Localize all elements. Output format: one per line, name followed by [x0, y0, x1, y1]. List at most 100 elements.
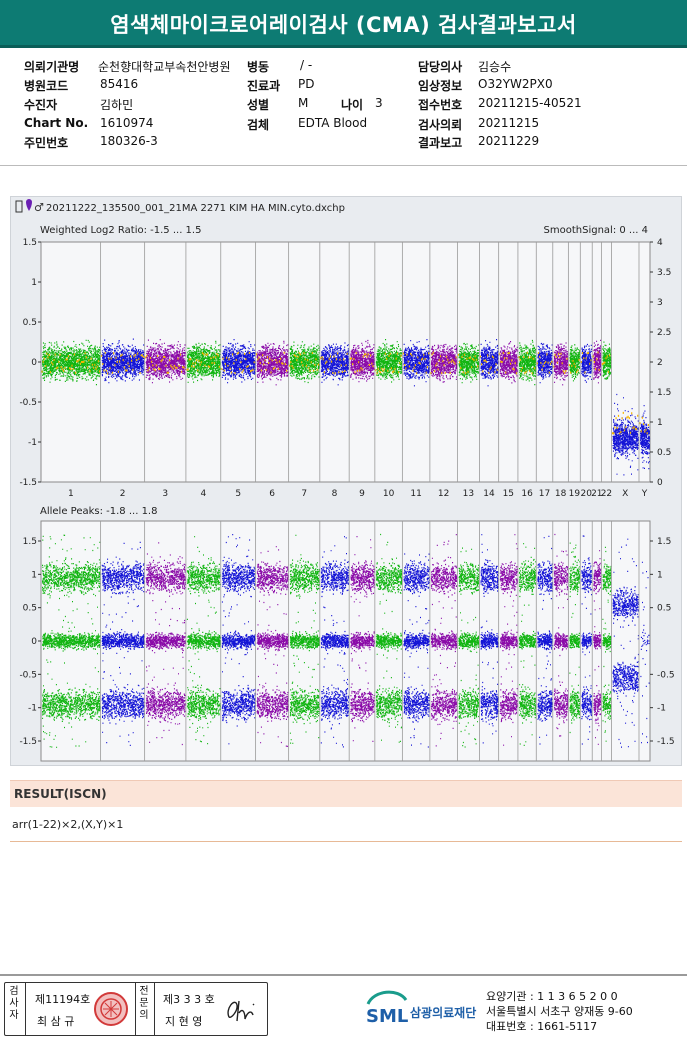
top-right-tick-label: 1.5: [657, 388, 671, 398]
allele-peak-points: [256, 546, 289, 747]
specimen-value: EDTA Blood: [298, 116, 368, 130]
code-value: 85416: [100, 77, 139, 91]
report-value: 20211229: [478, 134, 540, 148]
cma-plot: ♂ 20211222_135500_001_21MA 2271 KIM HA M…: [15, 199, 675, 762]
smooth-signal-line: [186, 352, 220, 372]
ward-value: / -: [300, 58, 313, 72]
allele-peak-points: [593, 550, 602, 745]
smooth-signal-line: [101, 351, 145, 375]
allele-peak-points: [186, 536, 221, 745]
chromosome-label: 20: [581, 489, 593, 499]
age-value: 3: [375, 96, 383, 110]
sex-value: M: [298, 96, 309, 110]
smooth-signal-line: [349, 352, 374, 374]
smooth-signal-line: [536, 352, 553, 374]
info-divider: [0, 165, 687, 166]
log2-ratio-points: [221, 339, 256, 384]
top-right-tick-label: 0: [657, 478, 663, 488]
chromosome-label: 2: [120, 489, 126, 499]
chromosome-label: 21: [591, 489, 602, 499]
result-header: RESULT(ISCN): [10, 780, 682, 807]
allele-peak-points: [612, 538, 640, 748]
hospital-label: 의뢰기관명: [24, 60, 80, 74]
chromosome-label: 6: [269, 489, 275, 499]
log2-ratio-points: [320, 342, 350, 386]
allele-peak-points: [518, 543, 537, 746]
log2-ratio-points: [553, 342, 569, 386]
smooth-signal-line: [639, 416, 649, 435]
allele-peak-points: [289, 534, 320, 744]
bottom-right-tick-label: 1.5: [657, 537, 671, 547]
allele-peak-points: [499, 534, 518, 746]
allele-peak-points: [640, 561, 650, 744]
chromosome-label: 11: [410, 489, 421, 499]
smooth-signal-line: [41, 352, 101, 374]
top-right-tick-label: 4: [657, 238, 663, 248]
org-phone: 대표번호 : 1661-5117: [486, 1020, 598, 1033]
report-header-band: [0, 0, 687, 48]
top-left-tick-label: 1: [31, 278, 37, 288]
chromosome-label: 15: [503, 489, 514, 499]
top-right-tick-label: 3.5: [657, 268, 671, 278]
chart-value: 1610974: [100, 116, 154, 130]
plot-filename: 20211222_135500_001_21MA 2271 KIM HA MIN…: [46, 203, 345, 214]
smooth-signal-line: [611, 411, 639, 435]
sml-logo-text: SML: [366, 1006, 408, 1027]
bottom-left-tick-label: -1.5: [19, 737, 37, 747]
allele-peak-points: [101, 541, 145, 746]
smooth-signal-line: [320, 352, 348, 375]
smooth-signal-line: [145, 353, 185, 374]
bottom-right-tick-label: 0.5: [657, 604, 671, 614]
log2-ratio-points: [593, 339, 602, 384]
smooth-signal-line: [375, 352, 402, 375]
smooth-signal-line: [457, 353, 479, 375]
top-right-tick-label: 2: [657, 358, 663, 368]
top-right-tick-label: 1: [657, 418, 663, 428]
sex-label: 성별: [247, 98, 270, 112]
log2-ratio-points: [403, 339, 430, 387]
male-symbol-icon: ♂: [34, 201, 44, 214]
bottom-left-tick-label: 1: [31, 570, 37, 580]
chromosome-label: 13: [463, 489, 474, 499]
result-text: arr(1-22)×2,(X,Y)×1: [12, 818, 124, 831]
name-label: 수진자: [24, 98, 58, 112]
log2-ratio-points: [145, 339, 186, 384]
allele-peak-points: [320, 536, 350, 748]
ssn-value: 180326-3: [100, 134, 158, 148]
request-value: 20211215: [478, 116, 540, 130]
smooth-signal-line: [592, 351, 600, 371]
org-code: 요양기관 : 1 1 3 6 5 2 0 0: [486, 990, 618, 1003]
chromosome-label: 22: [601, 489, 612, 499]
smooth-signal-line: [518, 351, 536, 375]
file-icons: ♂: [15, 199, 44, 214]
smooth-signal-line: [601, 354, 611, 373]
top-panel-title: Weighted Log2 Ratio: -1.5 ... 1.5: [40, 225, 201, 236]
allele-peak-points: [553, 533, 569, 737]
allele-peak-points: [537, 535, 553, 745]
sign2-separator-left: [135, 983, 136, 1035]
chromosome-label: 9: [359, 489, 365, 499]
footer-divider: [0, 974, 687, 976]
top-right-tick-label: 3: [657, 298, 663, 308]
allele-peak-points: [350, 536, 375, 742]
top-left-tick-label: -0.5: [19, 398, 37, 408]
result-heading: RESULT(ISCN): [14, 787, 107, 801]
hospital-value: 순천향대학교부속천안병원: [98, 60, 231, 74]
smooth-signal-line: [430, 351, 457, 375]
doctor-value: 김승수: [478, 60, 512, 74]
sign1-id: 제11194호: [35, 993, 91, 1006]
chromosome-label: 5: [235, 489, 241, 499]
chromosome-label: 8: [332, 489, 338, 499]
sign1-separator: [25, 983, 26, 1035]
allele-peak-points: [581, 535, 593, 745]
chromosome-label: 12: [438, 489, 449, 499]
chart-label: Chart No.: [24, 116, 89, 130]
sign1-role-label: 검사자: [9, 986, 19, 1021]
document-icon: [15, 200, 23, 213]
bottom-left-tick-label: 1.5: [23, 537, 37, 547]
smooth-signal-line: [553, 352, 568, 374]
signature-box: 검사자 제11194호 최 삼 규 전문의 제3 3 3 호 지 현 영: [4, 982, 268, 1036]
allele-peak-points: [480, 534, 499, 744]
dept-value: PD: [298, 77, 315, 91]
bottom-left-tick-label: -1: [28, 704, 37, 714]
